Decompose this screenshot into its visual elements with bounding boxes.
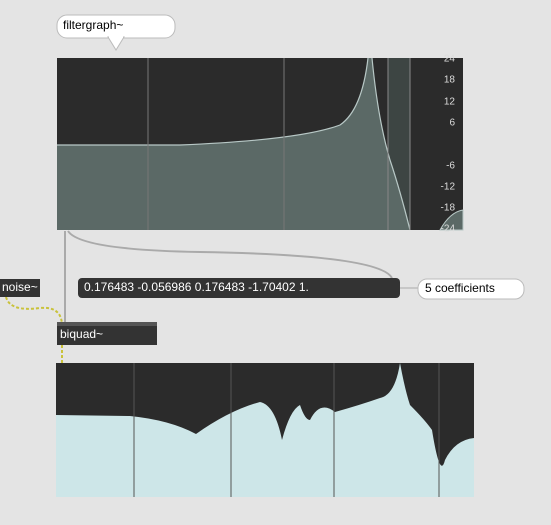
db-label: -18 [441, 203, 456, 214]
db-label: 6 [449, 118, 455, 129]
noise-object[interactable]: noise~ [0, 279, 40, 297]
signal-cord [5, 296, 63, 327]
object-text: biquad~ [60, 327, 103, 341]
db-label: -24 [441, 224, 456, 235]
db-labels: 24 18 12 6 -6 -12 -18 -24 [441, 54, 456, 235]
object-text: noise~ [2, 280, 38, 294]
patch-cord [67, 230, 393, 279]
comment-text: filtergraph~ [63, 18, 123, 32]
message-box[interactable]: 0.176483 -0.056986 0.176483 -1.70402 1. [78, 278, 400, 298]
comment-text: 5 coefficients [425, 281, 495, 295]
db-label: 12 [444, 97, 456, 108]
coefficients-comment: 5 coefficients [417, 278, 525, 300]
message-text: 0.176483 -0.056986 0.176483 -1.70402 1. [84, 280, 309, 294]
filtergraph[interactable] [57, 57, 464, 231]
db-label: 18 [444, 75, 456, 86]
spectroscope[interactable] [56, 363, 474, 497]
db-label: -6 [446, 161, 455, 172]
filtergraph-comment: filtergraph~ [56, 14, 176, 51]
db-label: -12 [441, 182, 456, 193]
biquad-object[interactable]: biquad~ [57, 322, 157, 345]
db-label: 24 [444, 54, 456, 65]
